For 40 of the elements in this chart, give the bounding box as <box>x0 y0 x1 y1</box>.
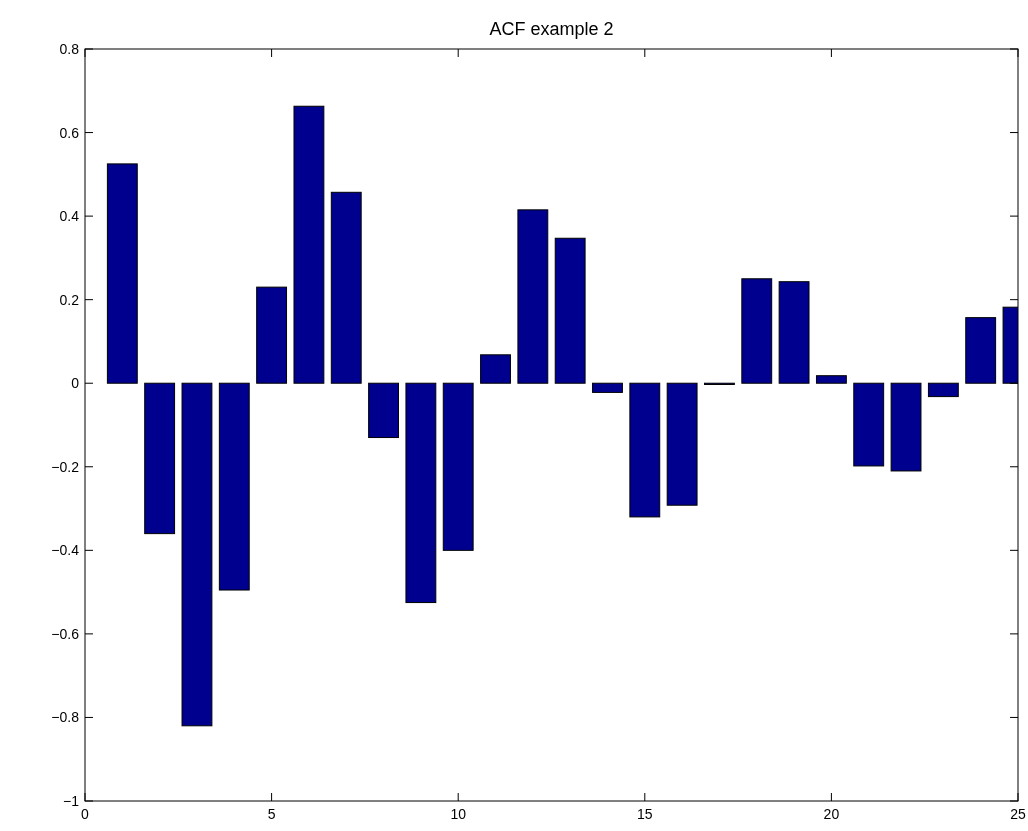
bar <box>181 382 213 727</box>
x-tick-label: 20 <box>823 806 840 822</box>
y-tick-label: −0.8 <box>51 709 80 726</box>
y-tick-label: 0.8 <box>59 41 80 57</box>
bar <box>144 382 176 535</box>
bar <box>666 382 698 506</box>
y-tick-label: 0.2 <box>59 291 80 308</box>
y-tick-label: 0 <box>71 375 80 392</box>
bar <box>442 382 474 551</box>
bar <box>293 105 325 384</box>
bar <box>815 375 847 384</box>
bar <box>368 382 399 439</box>
y-tick-label: 0.6 <box>59 124 80 141</box>
bar <box>256 286 288 384</box>
chart-title: ACF example 2 <box>489 19 614 39</box>
bar <box>330 191 362 384</box>
y-tick-label: −0.2 <box>51 458 80 475</box>
bar <box>218 382 250 591</box>
x-tick-label: 25 <box>1010 806 1026 822</box>
x-tick-label: 10 <box>450 806 467 822</box>
bar <box>965 317 997 384</box>
bar <box>592 382 623 393</box>
bar <box>480 354 511 384</box>
y-tick-label: −1 <box>63 793 80 809</box>
bar <box>741 278 773 384</box>
x-tick-label: 0 <box>81 806 90 822</box>
bar <box>927 382 959 398</box>
bar <box>554 237 586 384</box>
bar <box>890 382 922 472</box>
bar <box>629 382 661 518</box>
y-tick-label: −0.6 <box>51 625 80 642</box>
bar <box>106 163 138 384</box>
x-tick-label: 5 <box>267 806 276 822</box>
bar <box>405 382 437 604</box>
bar <box>778 281 810 384</box>
y-tick-label: 0.4 <box>59 208 80 225</box>
bar <box>853 382 885 467</box>
x-tick-label: 15 <box>637 806 653 822</box>
y-tick-label: −0.4 <box>51 542 80 559</box>
bar <box>517 209 549 384</box>
